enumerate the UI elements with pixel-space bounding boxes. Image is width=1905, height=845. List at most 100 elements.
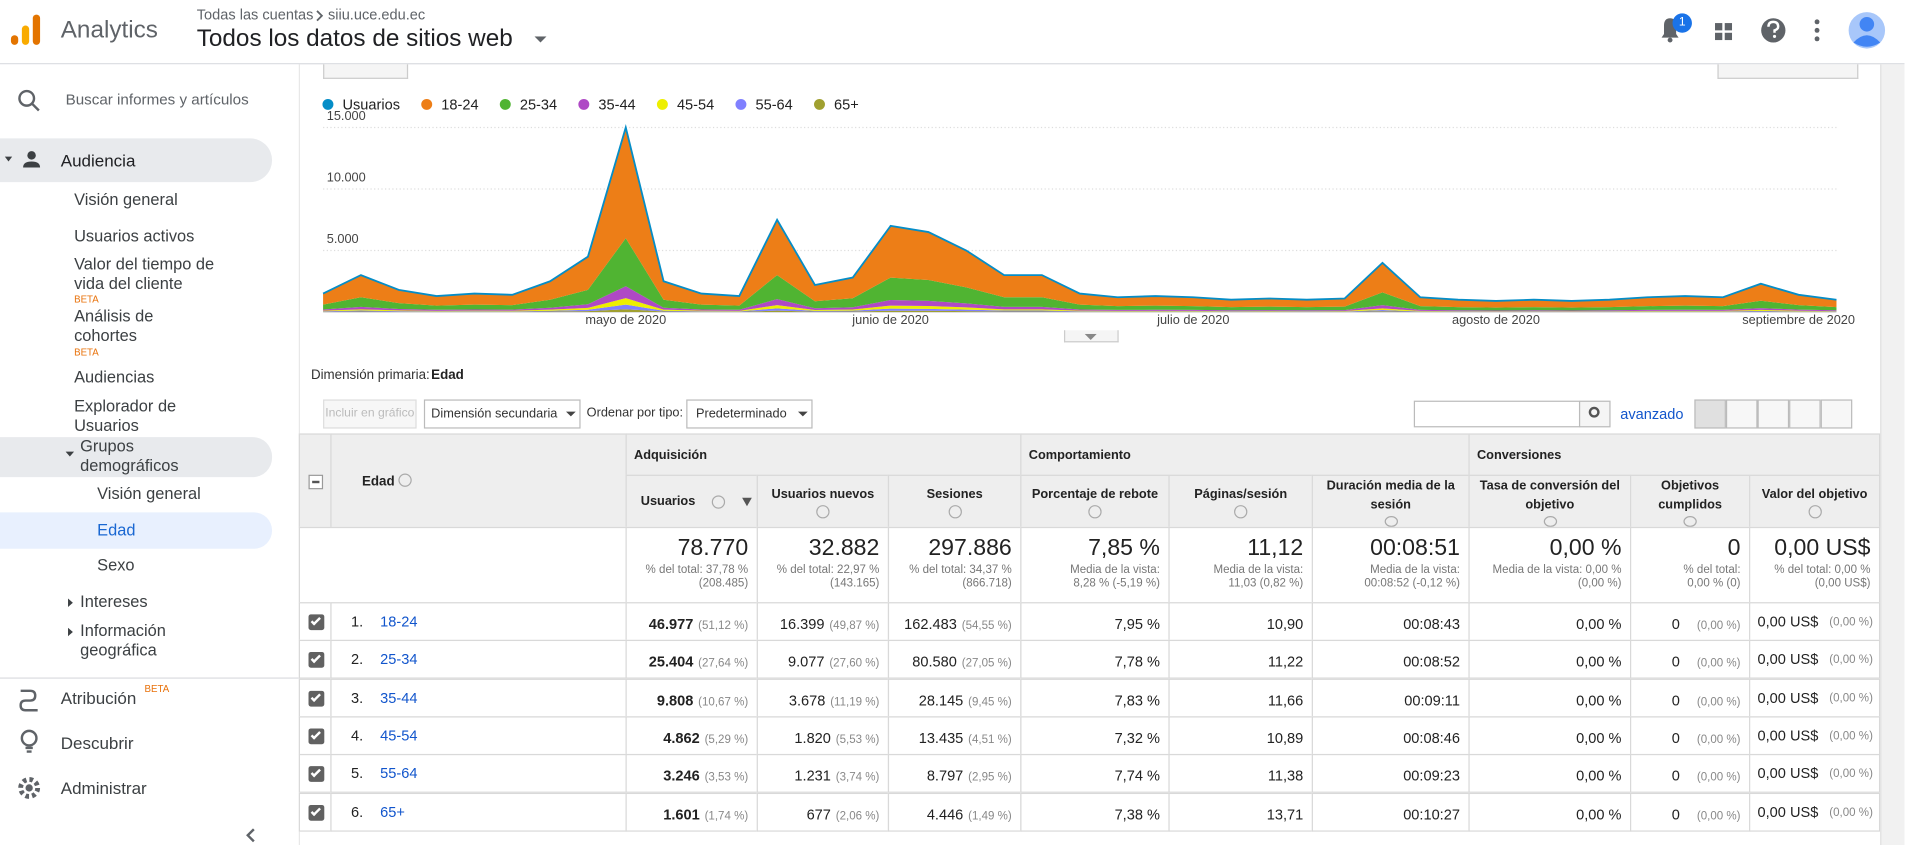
advanced-link[interactable]: avanzado bbox=[1620, 405, 1684, 423]
audience-section[interactable]: Audiencia bbox=[60, 150, 136, 170]
column-header-label[interactable]: Usuarios bbox=[640, 494, 696, 509]
row-label[interactable]: 25-34 bbox=[380, 651, 418, 669]
breadcrumb-account[interactable]: Todas las cuentas bbox=[196, 6, 314, 24]
table-search[interactable] bbox=[1413, 400, 1581, 428]
column-header: Duración media de la sesión bbox=[1311, 474, 1470, 529]
row-checkbox[interactable] bbox=[308, 804, 325, 821]
nav-item[interactable]: Información geográfica bbox=[80, 621, 166, 660]
audience-band[interactable] bbox=[0, 138, 273, 183]
total-value: 78.770 bbox=[677, 535, 749, 561]
demographics-band[interactable] bbox=[0, 437, 273, 478]
cell-content: 46.977 (51,12 %) bbox=[627, 613, 748, 635]
cell-content: 677 (2,06 %) bbox=[758, 803, 880, 825]
total-value: 7,85 % bbox=[1088, 535, 1160, 561]
cell-percent: (5,29 %) bbox=[704, 733, 749, 747]
nav-item[interactable]: Visión general bbox=[97, 484, 201, 503]
column-header: Tasa de conversión del objetivo bbox=[1468, 474, 1632, 529]
nav-item[interactable]: Audiencias bbox=[74, 367, 155, 387]
legend-marker bbox=[735, 98, 747, 110]
plot-button[interactable]: Incluir en gráfico bbox=[323, 399, 417, 429]
expand-arrow bbox=[68, 627, 73, 637]
total-note: Media de la vista: bbox=[1213, 563, 1304, 577]
row-cell bbox=[625, 716, 758, 756]
column-header-label[interactable]: Sesiones bbox=[926, 486, 983, 502]
apps-icon[interactable] bbox=[1715, 23, 1733, 41]
view-selector[interactable]: Todos los datos de sitios web bbox=[196, 25, 513, 53]
logo bbox=[10, 14, 41, 45]
header-icons bbox=[1661, 12, 1886, 49]
total-note: % del total: 34,37 % bbox=[909, 563, 1012, 577]
cell-percent: (0,00 %) bbox=[1696, 809, 1741, 823]
column-header-label[interactable]: Valor del objetivo bbox=[1761, 486, 1868, 502]
select-all-box[interactable] bbox=[308, 474, 324, 490]
help-icon[interactable] bbox=[1761, 18, 1786, 43]
cell-content: 4.446 (1,49 %) bbox=[889, 803, 1012, 825]
nav-item[interactable]: Sexo bbox=[97, 556, 135, 575]
selected-band[interactable] bbox=[0, 512, 273, 549]
row-cell bbox=[1468, 678, 1632, 718]
total-note: 11,03 (0,82 %) bbox=[1228, 576, 1304, 591]
nav-section[interactable]: Administrar bbox=[60, 778, 147, 798]
row-checkbox[interactable] bbox=[308, 690, 325, 707]
row-label[interactable]: 45-54 bbox=[380, 727, 418, 745]
column-header-label[interactable]: Objetivos cumplidos bbox=[1658, 478, 1722, 513]
row-dimension-cell bbox=[330, 602, 627, 642]
view-toggle[interactable] bbox=[1820, 399, 1853, 429]
view-toggle[interactable] bbox=[1789, 399, 1821, 429]
row-label[interactable]: 55-64 bbox=[380, 765, 418, 783]
cell-percent: (51,12 %) bbox=[698, 619, 749, 633]
row-cell bbox=[1749, 640, 1881, 680]
nav-item[interactable]: Explorador de Usuarios bbox=[74, 397, 177, 435]
cell-value: 0 bbox=[1671, 729, 1680, 747]
more-icon[interactable] bbox=[1814, 19, 1820, 42]
legend-label: 35-44 bbox=[598, 97, 635, 113]
primary-dimension-value[interactable]: Edad bbox=[431, 367, 464, 383]
view-toggle[interactable] bbox=[1694, 399, 1726, 429]
cell-value: 00:08:52 bbox=[1403, 653, 1460, 671]
cell-value: 0 bbox=[1671, 691, 1680, 709]
column-header-label[interactable]: Duración media de la sesión bbox=[1326, 478, 1455, 513]
nav-item[interactable]: Valor del tiempo de vida del cliente bbox=[74, 254, 215, 293]
row-cell bbox=[1629, 602, 1751, 642]
view-toggle[interactable] bbox=[1757, 399, 1790, 429]
row-checkbox[interactable] bbox=[308, 652, 325, 669]
nav-item[interactable]: Intereses bbox=[80, 592, 148, 611]
row-checkbox[interactable] bbox=[308, 614, 325, 631]
collapse-icon[interactable] bbox=[243, 827, 260, 844]
cell-value: 0 bbox=[1671, 767, 1680, 785]
row-label[interactable]: 18-24 bbox=[380, 613, 418, 631]
cell-value: 16.399 bbox=[779, 615, 825, 633]
row-checkbox[interactable] bbox=[308, 728, 325, 745]
total-value: 00:08:51 bbox=[1370, 535, 1460, 561]
area bbox=[323, 127, 1837, 308]
nav-item[interactable]: Grupos demográficos bbox=[80, 437, 179, 475]
legend-label: 25-34 bbox=[520, 97, 557, 113]
view-toggle[interactable] bbox=[1725, 399, 1758, 429]
nav-section[interactable]: Descubrir bbox=[60, 733, 134, 753]
search-input[interactable]: Buscar informes y artículos bbox=[65, 91, 249, 109]
row-checkbox[interactable] bbox=[308, 766, 325, 783]
nav-item[interactable]: Edad bbox=[97, 520, 136, 540]
column-header-label[interactable]: Usuarios nuevos bbox=[771, 486, 875, 502]
row-label[interactable]: 35-44 bbox=[380, 689, 418, 707]
cell-percent: (0,00 %) bbox=[1696, 733, 1741, 747]
check bbox=[310, 767, 321, 778]
cell-percent: (0,00 %) bbox=[1829, 615, 1873, 629]
cell-value: 3.678 bbox=[788, 691, 826, 709]
nav-item[interactable]: Visión general bbox=[74, 190, 178, 209]
cell-value: 0,00 % bbox=[1576, 805, 1622, 823]
secondary-dimension[interactable]: Dimensión secundaria bbox=[423, 399, 581, 429]
breadcrumb-property[interactable]: siiu.uce.edu.ec bbox=[327, 6, 426, 24]
column-header-label[interactable]: Porcentaje de rebote bbox=[1031, 486, 1159, 502]
column-header-label[interactable]: Tasa de conversión del objetivo bbox=[1479, 478, 1620, 513]
chart-button-right[interactable] bbox=[1717, 64, 1859, 79]
nav-section[interactable]: Atribución bbox=[60, 688, 137, 708]
dropdown-arrow bbox=[566, 411, 576, 417]
nav-item[interactable]: Usuarios activos bbox=[74, 227, 195, 246]
sort-select[interactable]: Predeterminado bbox=[686, 399, 813, 429]
header: Analytics Todas las cuentas siiu.uce.edu… bbox=[0, 0, 1905, 65]
nav-item[interactable]: Análisis de cohortes bbox=[74, 307, 154, 345]
column-header-label[interactable]: Páginas/sesión bbox=[1194, 486, 1288, 502]
chart-button-left[interactable] bbox=[323, 64, 409, 79]
row-label[interactable]: 65+ bbox=[380, 803, 405, 821]
